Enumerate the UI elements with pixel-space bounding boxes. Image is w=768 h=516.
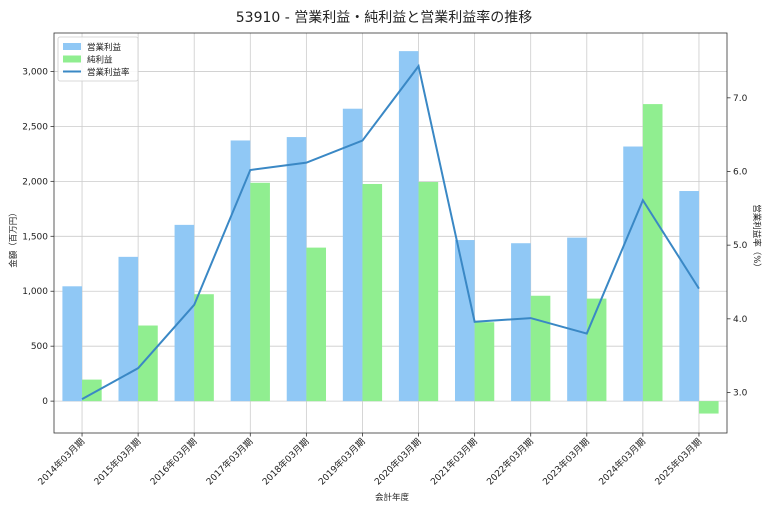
bar-operating-profit bbox=[454, 240, 475, 402]
legend-swatch bbox=[63, 43, 81, 50]
x-tick-label: 2018年03月期 bbox=[260, 436, 312, 488]
bar-operating-profit bbox=[398, 51, 419, 402]
y2-tick-label: 6.0 bbox=[733, 167, 748, 177]
y2-tick-label: 7.0 bbox=[733, 94, 748, 104]
bar-net-profit bbox=[362, 183, 383, 402]
bar-net-profit bbox=[250, 182, 270, 402]
x-tick-label: 2017年03月期 bbox=[204, 436, 256, 488]
plot-frame bbox=[53, 32, 728, 434]
bar-net-profit bbox=[642, 104, 663, 402]
y-axis-label: 金額（百万円） bbox=[8, 208, 19, 268]
x-axis-label: 会計年度 bbox=[375, 492, 410, 503]
line-operating-margin bbox=[81, 63, 700, 400]
x-tick-label: 2023年03月期 bbox=[540, 436, 592, 488]
legend-label: 営業利益率 bbox=[87, 67, 130, 78]
bar-net-profit bbox=[586, 298, 607, 402]
bar-operating-profit bbox=[511, 243, 531, 402]
bar-operating-profit bbox=[286, 137, 307, 402]
bar-net-profit bbox=[530, 295, 551, 402]
bar-operating-profit bbox=[342, 108, 363, 402]
bar-net-profit bbox=[194, 294, 214, 402]
x-tick-label: 2020年03月期 bbox=[372, 436, 424, 488]
bar-operating-profit bbox=[679, 191, 699, 402]
x-tick-label: 2022年03月期 bbox=[484, 436, 536, 488]
bar-net-profit bbox=[306, 247, 327, 402]
y-ticks: 0 500 1,000 1,500 2,000 2,500 3,000 bbox=[22, 67, 54, 407]
y2-axis-label: 営業利益率（%） bbox=[751, 204, 762, 272]
legend-swatch bbox=[63, 55, 81, 63]
y2-tick-label: 4.0 bbox=[733, 315, 748, 325]
x-tick-label: 2014年03月期 bbox=[35, 436, 87, 488]
margin-line bbox=[81, 63, 700, 400]
y2-ticks: 3.0 4.0 5.0 6.0 7.0 bbox=[727, 94, 748, 398]
bar-operating-profit bbox=[118, 256, 139, 402]
bars bbox=[62, 51, 719, 414]
x-tick-label: 2024年03月期 bbox=[596, 436, 648, 488]
y2-tick-label: 3.0 bbox=[733, 388, 748, 398]
x-tick-label: 2015年03月期 bbox=[91, 436, 143, 488]
y-tick-label: 1,500 bbox=[22, 232, 48, 242]
bar-net-profit bbox=[474, 322, 495, 402]
y-tick-label: 2,500 bbox=[22, 122, 48, 132]
y-tick-label: 0 bbox=[42, 397, 48, 407]
y-tick-label: 500 bbox=[31, 342, 48, 352]
x-tick-label: 2025年03月期 bbox=[652, 436, 704, 488]
bar-operating-profit bbox=[567, 237, 587, 402]
bar-net-profit bbox=[418, 182, 439, 402]
y-tick-label: 3,000 bbox=[22, 67, 48, 77]
x-tick-label: 2019年03月期 bbox=[316, 436, 368, 488]
y-tick-label: 2,000 bbox=[22, 177, 48, 187]
x-tick-label: 2016年03月期 bbox=[147, 436, 199, 488]
bar-net-profit bbox=[138, 325, 158, 402]
bar-net-profit bbox=[698, 401, 719, 414]
y2-tick-label: 5.0 bbox=[733, 241, 748, 251]
bar-operating-profit bbox=[623, 146, 643, 402]
x-tick-label: 2021年03月期 bbox=[428, 436, 480, 488]
bar-operating-profit bbox=[174, 224, 195, 402]
x-ticks: 2014年03月期 2015年03月期 2016年03月期 2017年03月期 2018… bbox=[35, 433, 704, 488]
y-tick-label: 1,000 bbox=[22, 287, 48, 297]
legend-label: 純利益 bbox=[87, 55, 113, 66]
chart-title: 53910 - 営業利益・純利益と営業利益率の推移 bbox=[236, 9, 533, 26]
bar-operating-profit bbox=[62, 286, 83, 402]
legend-label: 営業利益 bbox=[87, 42, 122, 53]
